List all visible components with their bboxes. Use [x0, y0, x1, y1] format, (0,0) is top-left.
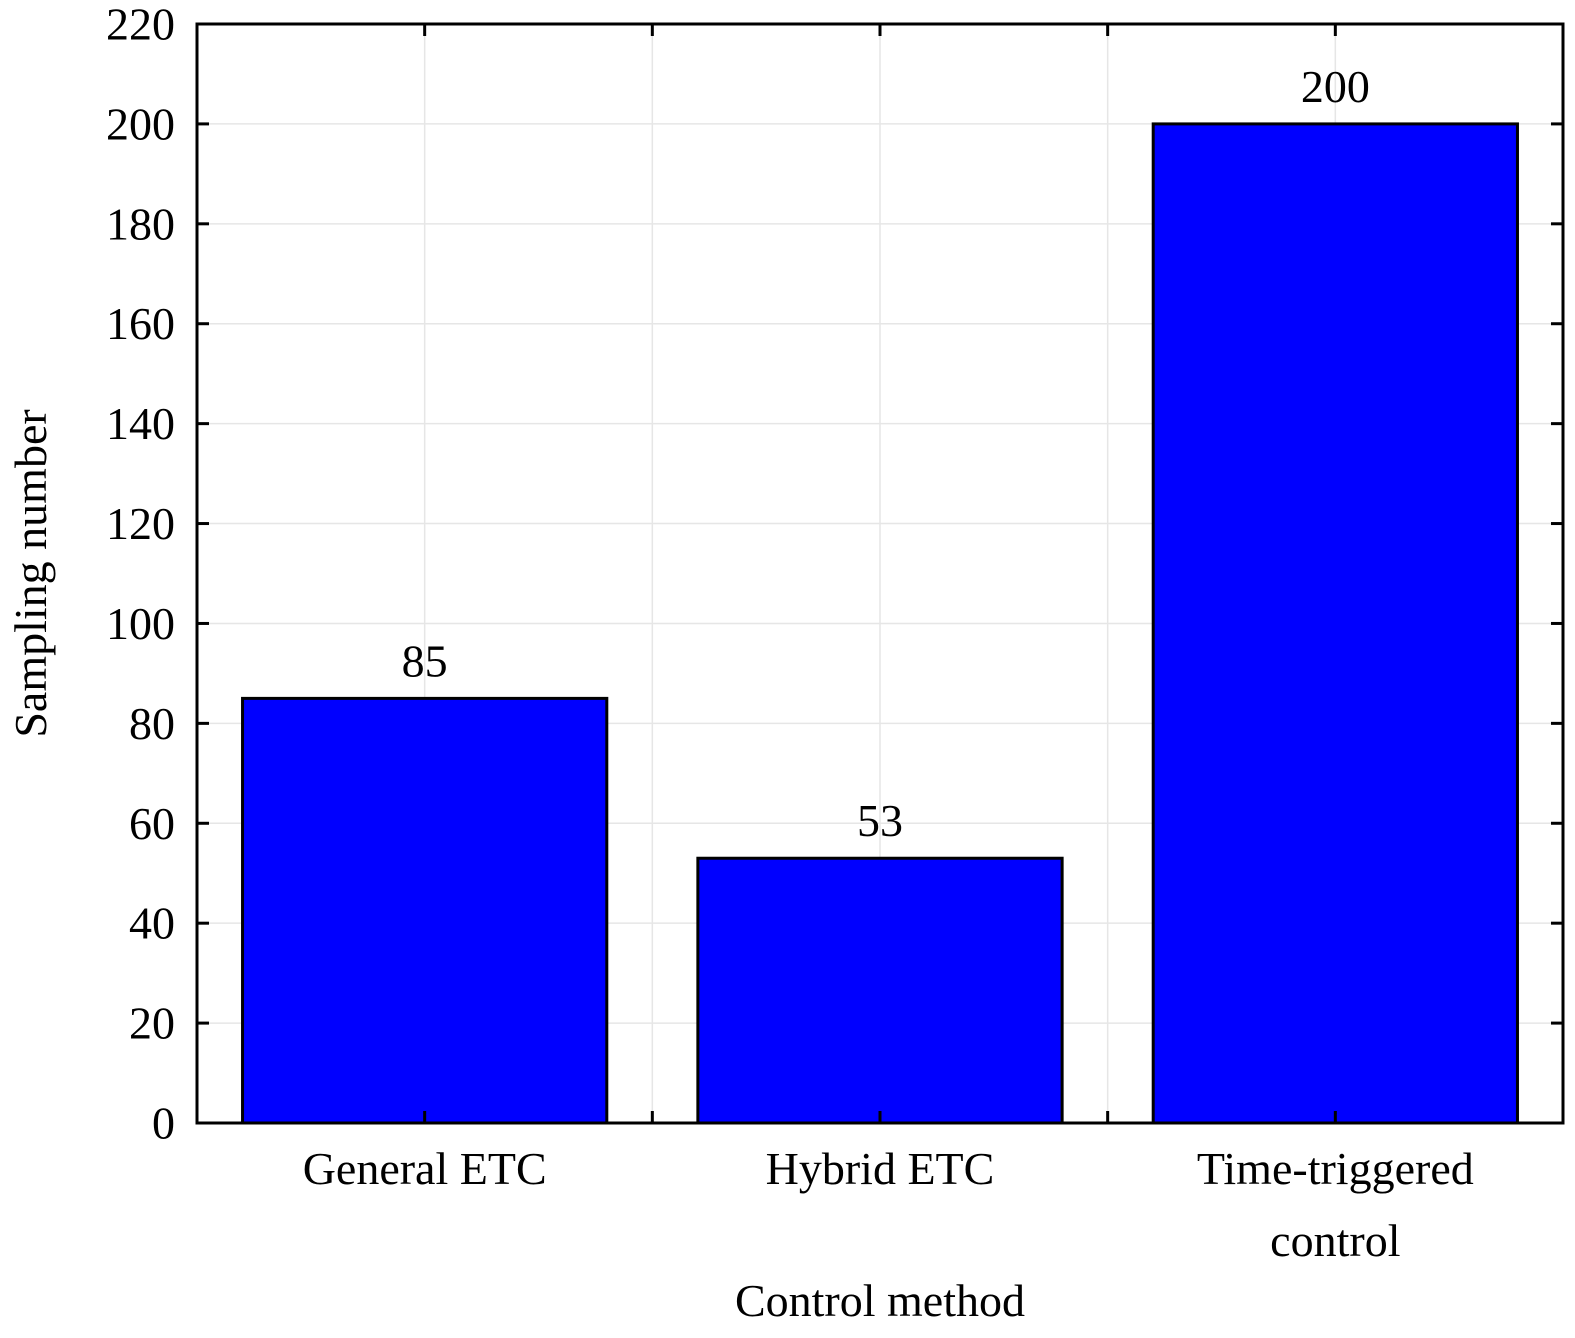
y-tick-label-0: 0 [152, 1098, 175, 1149]
y-tick-label-10: 200 [106, 98, 175, 149]
x-tick-label-2-line-1: control [1270, 1215, 1400, 1266]
data-label-1: 53 [857, 795, 903, 846]
x-tick-label-1-line-0: Hybrid ETC [766, 1143, 995, 1194]
y-tick-label-1: 20 [129, 998, 175, 1049]
x-tick-label-0-line-0: General ETC [303, 1143, 547, 1194]
bars [241, 122, 1519, 1125]
y-tick-label-11: 220 [106, 0, 175, 50]
bar-0 [241, 696, 609, 1125]
y-tick-label-4: 80 [129, 698, 175, 749]
y-tick-label-5: 100 [106, 598, 175, 649]
data-label-2: 200 [1301, 61, 1370, 112]
x-tick-label-2-line-0: Time-triggered [1197, 1143, 1474, 1194]
y-tick-label-8: 160 [106, 298, 175, 349]
axis-ticks [197, 22, 1563, 1125]
bar-1 [696, 856, 1064, 1125]
labels: 0 20 40 60 80 100 120 140 160 180 200 220 General ET… [106, 0, 1474, 1266]
y-tick-label-7: 140 [106, 398, 175, 449]
y-tick-label-6: 120 [106, 498, 175, 549]
data-label-0: 85 [402, 635, 448, 686]
y-axis-title: Sampling number [5, 409, 56, 737]
x-axis-title: Control method [735, 1275, 1025, 1326]
y-tick-label-3: 60 [129, 798, 175, 849]
y-tick-label-9: 180 [106, 198, 175, 249]
y-tick-label-2: 40 [129, 898, 175, 949]
bar-2 [1151, 122, 1519, 1125]
